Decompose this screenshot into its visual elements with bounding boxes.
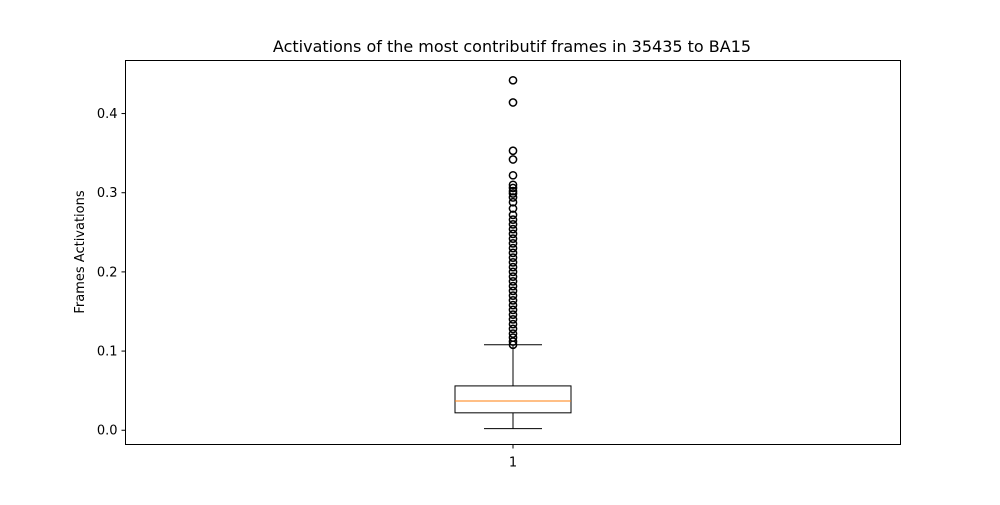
outlier-point <box>508 146 518 156</box>
outlier-point <box>508 337 518 346</box>
outlier-point <box>508 291 518 301</box>
outlier-point <box>508 281 518 291</box>
outlier-point <box>508 204 518 213</box>
y-tick-label: 0.2 <box>97 265 118 280</box>
outlier-point <box>508 296 518 305</box>
outlier-point <box>508 215 518 224</box>
outlier-point <box>508 180 518 190</box>
outlier-point <box>508 220 518 229</box>
outlier-point <box>508 340 518 350</box>
outlier-point <box>508 267 518 277</box>
outlier-point <box>508 324 518 334</box>
outlier-point <box>508 300 518 310</box>
outlier-point <box>508 234 518 243</box>
outlier-point <box>508 243 518 253</box>
outlier-point <box>508 197 518 207</box>
y-tick-label: 0.1 <box>97 345 118 360</box>
plot-layer: 0.0 0.1 0.2 0.3 0.4 1 <box>97 75 572 471</box>
outlier-point <box>508 224 518 234</box>
outlier-point <box>508 239 518 248</box>
outlier-point <box>508 229 518 239</box>
outlier-point <box>508 310 518 320</box>
outlier-point <box>508 286 518 296</box>
outlier-point <box>508 193 518 202</box>
outlier-point <box>508 183 518 193</box>
y-tick-label: 0.0 <box>97 424 118 439</box>
outlier-point <box>508 319 518 329</box>
y-axis-label: Frames Activations <box>73 190 88 313</box>
outlier-point <box>508 98 518 107</box>
outlier-point <box>508 277 518 286</box>
chart-title: Activations of the most contributif fram… <box>273 37 751 56</box>
x-tick-label: 1 <box>509 456 517 471</box>
y-tick-label: 0.4 <box>97 107 118 122</box>
plot-frame <box>125 60 901 445</box>
box-iqr <box>454 385 572 414</box>
y-tick-label: 0.3 <box>97 186 118 201</box>
outlier-point <box>508 210 518 220</box>
outlier-point <box>508 248 518 258</box>
outlier-point <box>508 262 518 272</box>
outlier-point <box>508 170 518 180</box>
outlier-point <box>508 155 518 164</box>
outlier-point <box>508 305 518 315</box>
outlier-point <box>508 75 518 85</box>
outlier-point <box>508 315 518 324</box>
outlier-point <box>508 253 518 262</box>
outlier-point <box>508 189 518 198</box>
outlier-point <box>508 258 518 267</box>
outlier-point <box>508 272 518 281</box>
